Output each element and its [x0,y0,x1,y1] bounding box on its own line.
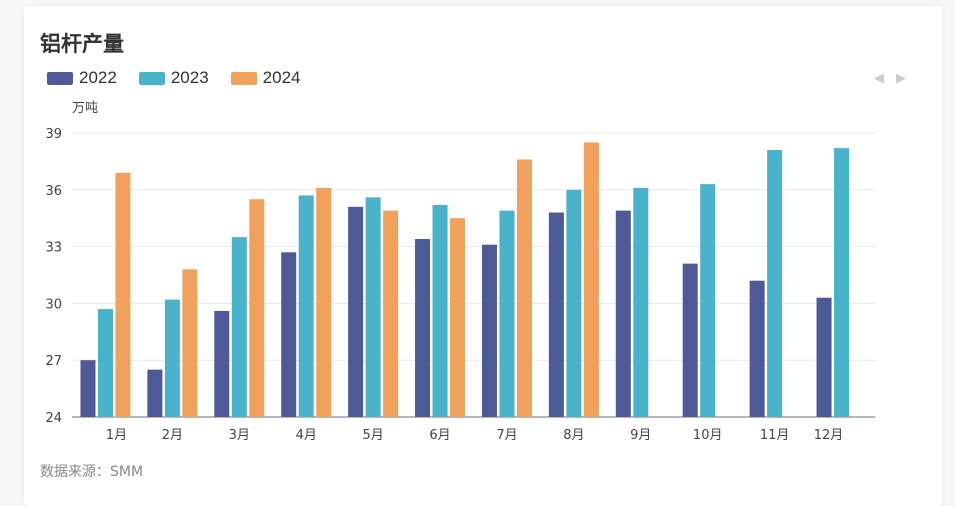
data-source: 数据来源：SMM [40,464,144,480]
bar-2022-7 [481,244,497,417]
bar-2022-6 [415,239,431,417]
bar-2023-10 [700,184,716,417]
bar-2022-10 [682,263,698,417]
bar-2024-6 [450,218,466,417]
legend-label: 2022 [79,68,117,87]
bar-2022-12 [816,297,832,417]
bar-2023-3 [231,237,247,417]
bar-2022-2 [147,369,163,417]
y-axis-unit: 万吨 [72,101,98,116]
bar-2024-5 [383,210,399,417]
x-tick-label: 12月 [814,428,844,443]
bar-2024-4 [316,187,332,417]
bar-2022-11 [749,280,765,417]
bar-2022-8 [548,212,564,417]
y-tick-label: 24 [45,411,62,426]
bar-2023-7 [499,210,515,417]
x-tick-label: 5月 [362,428,383,443]
y-tick-label: 36 [45,184,62,199]
x-tick-label: 7月 [496,428,517,443]
x-tick-label: 9月 [630,428,651,443]
chart-title: 铝杆产量 [40,32,124,56]
legend-label: 2024 [262,68,301,87]
bar-2022-3 [214,310,230,417]
bar-2023-9 [633,187,649,417]
x-tick-label: 11月 [760,428,790,443]
bar-2023-1 [97,309,113,417]
next-page-icon[interactable]: ▶ [896,70,906,85]
bar-2023-12 [834,148,850,417]
bar-2024-3 [249,199,265,417]
x-tick-label: 10月 [693,428,723,443]
legend-item-2023[interactable]: 2023 [138,68,209,88]
bar-2023-11 [767,150,783,418]
bar-2022-5 [348,206,364,417]
bar-2022-9 [615,210,631,417]
legend-swatch [47,71,73,85]
bar-2022-1 [80,360,96,417]
bar-2024-7 [516,159,532,418]
bar-2024-1 [115,172,131,417]
legend-swatch [230,71,257,85]
legend-item-2022[interactable]: 2022 [47,68,117,88]
legend-pager: ◀ ▶ [874,70,906,86]
x-tick-label: 3月 [229,428,250,443]
prev-page-icon[interactable]: ◀ [874,70,884,85]
bar-2024-2 [182,269,198,417]
bar-2022-4 [281,252,297,417]
y-tick-label: 30 [45,297,62,312]
bar-2023-5 [365,197,381,417]
x-tick-label: 8月 [563,428,584,443]
x-tick-label: 1月 [106,428,127,443]
x-tick-label: 4月 [296,428,317,443]
bar-2023-8 [566,189,582,417]
legend-item-2024[interactable]: 2024 [230,68,301,88]
bar-2023-6 [432,204,448,417]
y-tick-label: 27 [45,354,62,369]
legend: 2022 2023 2024 [47,68,300,88]
y-tick-label: 39 [45,127,62,142]
bar-2023-2 [164,299,180,417]
x-tick-label: 6月 [429,428,450,443]
bar-2024-8 [583,142,599,417]
bar-2023-4 [298,195,314,417]
legend-label: 2023 [170,68,209,87]
y-tick-label: 33 [45,241,62,256]
legend-swatch [138,71,165,85]
x-tick-label: 2月 [162,428,183,443]
